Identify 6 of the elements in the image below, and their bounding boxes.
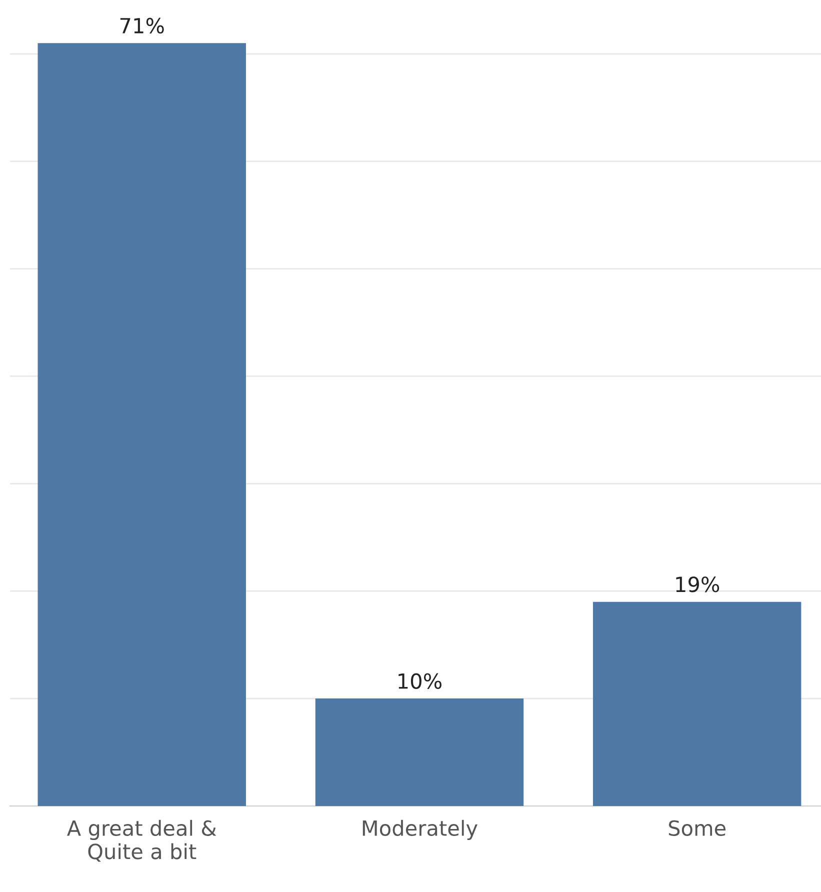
x-tick-label: Some — [668, 820, 726, 836]
x-tick-label: A great deal & Quite a bit — [67, 820, 216, 862]
data-label: 10% — [398, 673, 442, 689]
data-label: 19% — [676, 576, 720, 592]
data-label: 71% — [120, 18, 164, 34]
x-tick-label: Moderately — [362, 820, 478, 840]
